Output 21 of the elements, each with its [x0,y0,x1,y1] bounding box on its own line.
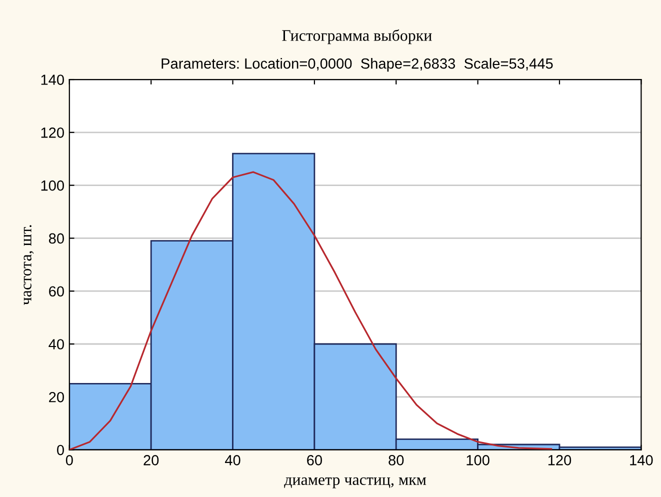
x-tick-label: 100 [466,455,490,466]
x-tick-label: 0 [66,455,73,466]
y-tick-label: 60 [49,286,64,297]
x-axis-title: диаметр частиц, мкм [284,477,426,488]
chart-subtitle: Parameters: Location=0,0000 Shape=2,6833 Scale=53,445 [162,58,553,72]
x-tick-label: 40 [224,455,240,466]
x-tick-label: 140 [630,455,653,466]
y-tick-label: 40 [48,339,64,350]
y-tick-label: 120 [41,128,64,138]
y-tick-label: 140 [41,74,64,85]
x-tick-label: 60 [307,455,322,466]
x-tick-label: 20 [144,455,159,466]
x-tick-label: 80 [388,455,404,466]
y-tick-label: 80 [48,233,64,244]
line-series [69,171,552,450]
y-tick-label: 100 [41,180,64,191]
y-tick-label: 0 [57,444,64,456]
chart-title: Гистограмма выборки [282,29,432,44]
y-tick-label: 20 [49,392,64,402]
x-tick-label: 120 [548,455,572,466]
y-axis-title: частота, шт. [24,225,34,305]
